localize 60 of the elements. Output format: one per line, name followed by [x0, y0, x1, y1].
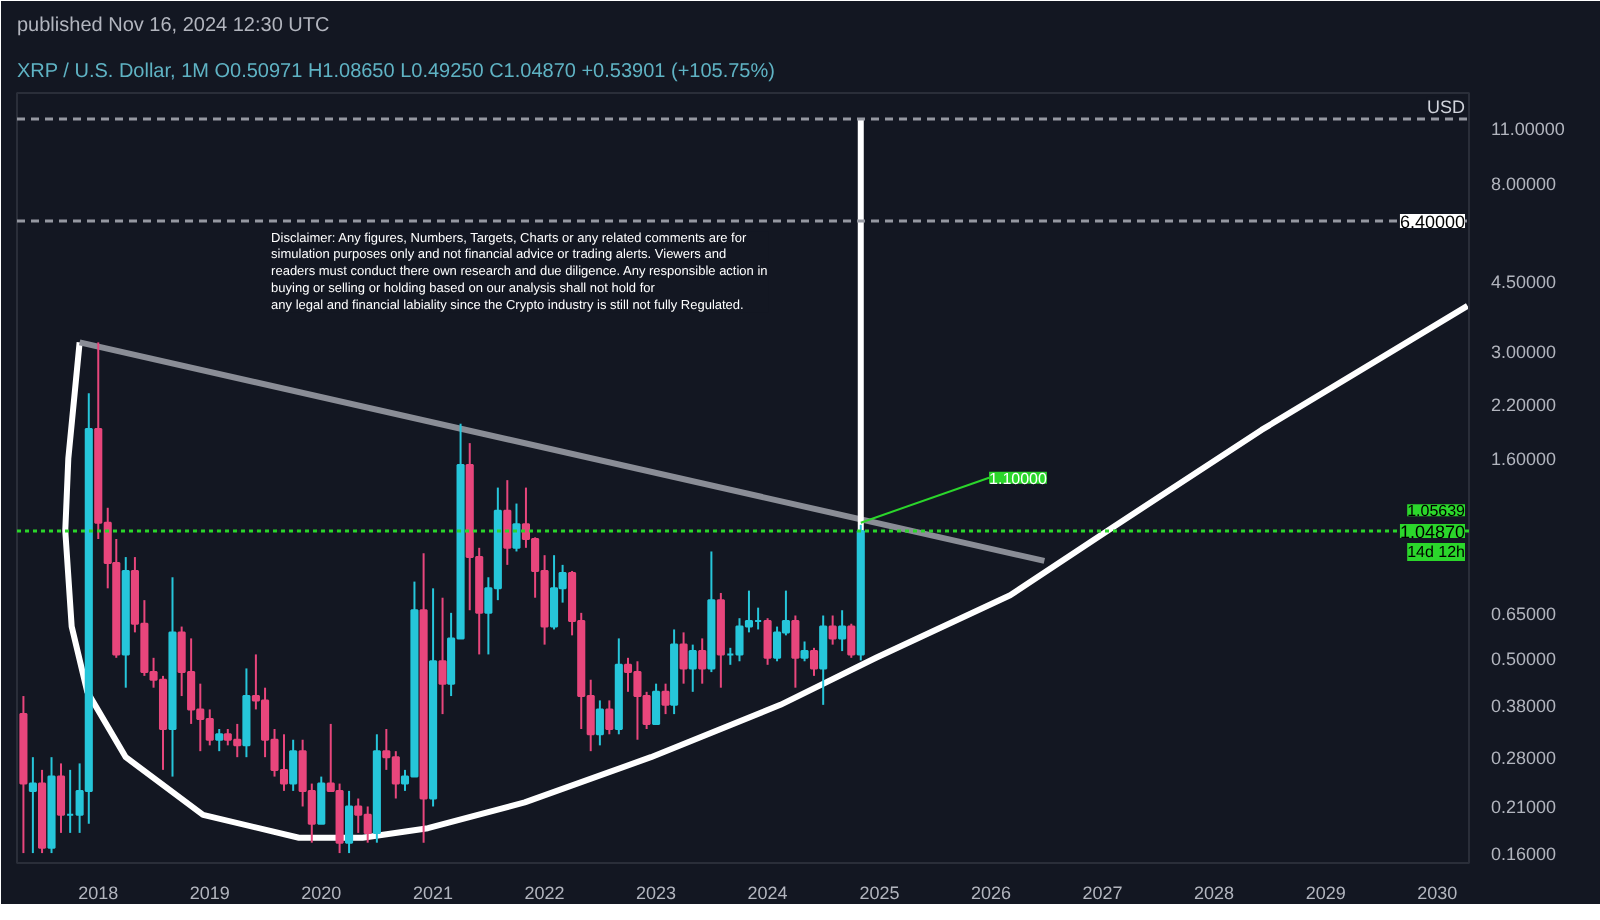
- y-tick-label: 0.28000: [1491, 748, 1557, 769]
- candlestick: [56, 762, 66, 834]
- y-tick-label: 0.50000: [1491, 648, 1557, 669]
- x-tick-label: 2023: [636, 883, 677, 903]
- x-tick-label: 2024: [747, 883, 788, 903]
- candlestick: [679, 631, 688, 685]
- x-tick-label: 2026: [970, 883, 1011, 903]
- y-tick-label: 0.21000: [1491, 797, 1557, 818]
- chart-title: XRP / U.S. Dollar, 1M O0.50971 H1.08650 L0.49250 C1.04870 +0.53901 (+105.75%): [17, 61, 775, 83]
- candlestick: [438, 596, 447, 716]
- candlestick: [847, 622, 856, 659]
- candlestick: [215, 728, 224, 753]
- annotation: 1.10000: [989, 469, 1049, 488]
- x-tick-label: 2020: [301, 883, 342, 903]
- x-tick-label: 2025: [859, 883, 900, 903]
- candlestick: [345, 789, 354, 855]
- candlestick: [800, 640, 809, 663]
- candlestick: [819, 614, 828, 706]
- candlestick: [605, 699, 614, 736]
- x-tick-label: 2018: [78, 883, 119, 903]
- annotation: USD: [1427, 96, 1466, 117]
- y-tick-label: 2.20000: [1491, 394, 1557, 415]
- chart-subtitle: published Nov 16, 2024 12:30 UTC: [17, 15, 330, 37]
- candlestick: [512, 502, 521, 553]
- x-tick-label: 2022: [524, 883, 565, 903]
- y-tick-label: 3.00000: [1491, 341, 1557, 362]
- y-tick-label: 0.38000: [1491, 695, 1557, 716]
- line-series: [62, 302, 1469, 841]
- y-tick-label: 11.00000: [1491, 119, 1565, 140]
- annotation: 1.05639: [1407, 502, 1467, 521]
- candlestick: [773, 625, 782, 663]
- y-tick-label: 4.50000: [1491, 272, 1557, 293]
- x-tick-label: 2027: [1082, 883, 1123, 903]
- x-tick-label: 2030: [1417, 883, 1458, 903]
- candlestick: [661, 682, 670, 716]
- x-tick-label: 2021: [413, 883, 454, 903]
- ref-line-label: 6.40000: [1399, 211, 1466, 232]
- candlestick: [763, 617, 772, 666]
- y-tick-label: 8.00000: [1491, 173, 1557, 194]
- x-tick-label: 2029: [1305, 883, 1346, 903]
- candlestick: [595, 699, 604, 747]
- annotation: 14d 12h: [1407, 542, 1466, 561]
- candlestick: [317, 775, 326, 825]
- y-tick-label: 1.60000: [1491, 449, 1557, 470]
- y-tick-label: 0.65000: [1491, 603, 1557, 624]
- candlestick: [809, 646, 819, 677]
- candlestick: [791, 614, 800, 689]
- candlestick: [652, 682, 661, 725]
- x-tick-label: 2019: [189, 883, 230, 903]
- candlestick: [289, 738, 298, 792]
- candlestick: [698, 637, 707, 685]
- candlestick: [503, 479, 512, 566]
- x-tick-label: 2028: [1193, 883, 1234, 903]
- candlestick: [688, 643, 697, 693]
- candlestick: [28, 756, 37, 855]
- candlestick: [838, 609, 847, 653]
- candlestick: [550, 554, 559, 631]
- y-tick-label: 0.16000: [1491, 844, 1557, 865]
- candlestick: [828, 614, 837, 646]
- ref-line-label: 1.04870: [1399, 521, 1466, 542]
